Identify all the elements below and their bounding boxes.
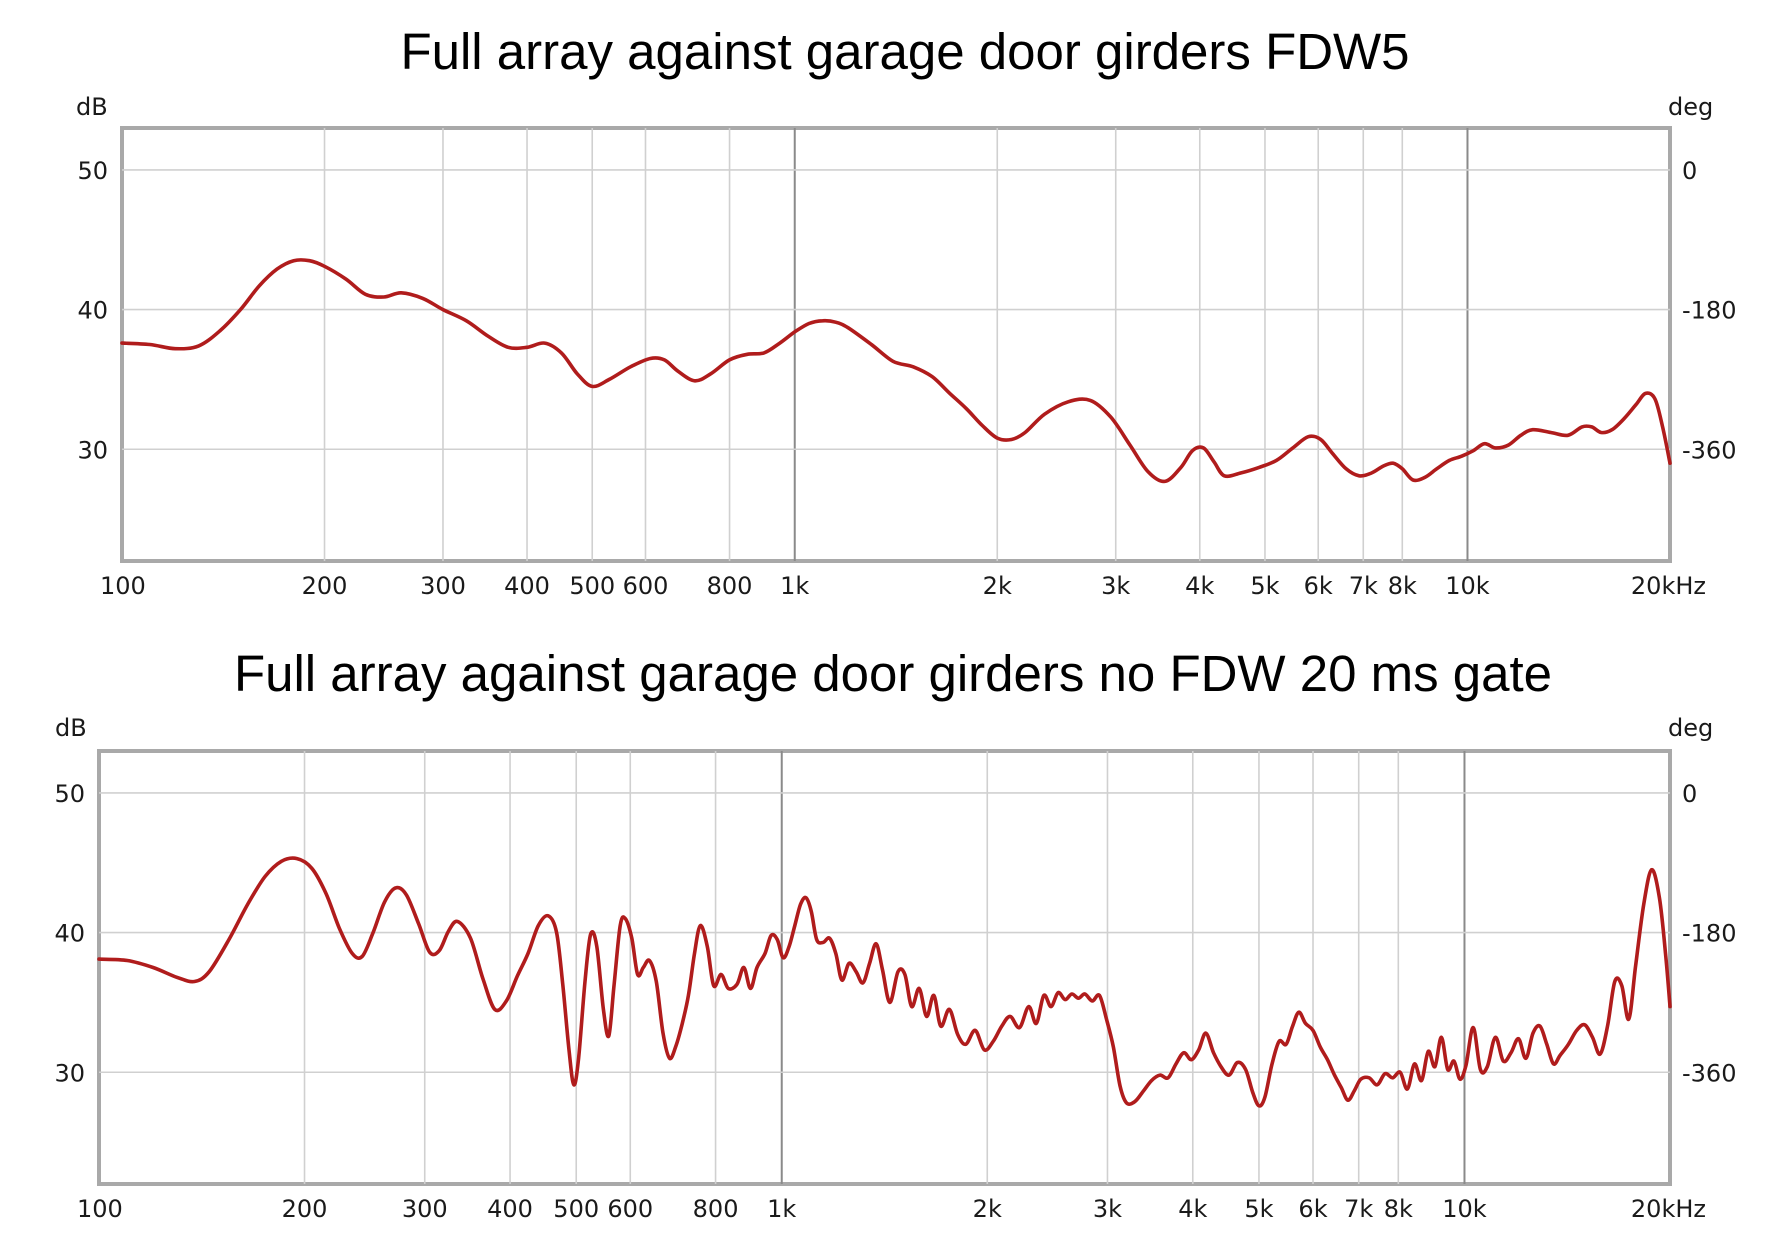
y-tick-label: 40 xyxy=(54,920,85,948)
x-tick-label: 600 xyxy=(607,1195,653,1223)
chart-title: Full array against garage door girders F… xyxy=(400,23,1409,80)
y-tick-label: 50 xyxy=(77,157,108,185)
series-line xyxy=(97,856,1672,1108)
x-tick-label: 300 xyxy=(420,572,466,600)
chart-no-fdw-20ms-gate: Full array against garage door girders n… xyxy=(54,645,1736,1223)
x-tick-label: 10k xyxy=(1445,572,1490,600)
x-tick-label: 100 xyxy=(77,1195,123,1223)
x-tick-label: 800 xyxy=(707,572,753,600)
right-tick-label: -360 xyxy=(1682,436,1736,464)
x-tick-label: 200 xyxy=(302,572,348,600)
x-tick-label: 2k xyxy=(983,572,1012,600)
right-tick-label: -180 xyxy=(1682,920,1736,948)
x-tick-label: 3k xyxy=(1093,1195,1122,1223)
left-axis-unit: dB xyxy=(76,93,108,121)
x-tick-label: 4k xyxy=(1178,1195,1207,1223)
x-tick-label: 7k xyxy=(1349,572,1378,600)
x-tick-label: 20kHz xyxy=(1631,1195,1706,1223)
x-tick-label: 400 xyxy=(487,1195,533,1223)
right-tick-label: -360 xyxy=(1682,1059,1736,1087)
x-tick-label: 10k xyxy=(1442,1195,1487,1223)
x-tick-label: 20kHz xyxy=(1631,572,1706,600)
x-tick-label: 200 xyxy=(282,1195,328,1223)
x-tick-label: 5k xyxy=(1244,1195,1273,1223)
x-tick-label: 300 xyxy=(402,1195,448,1223)
x-axis-ticks: 100 200 300 400 500 600 800 1k 2k 3k 4k 5k 6k 7k 8k 10k… xyxy=(100,572,1706,600)
x-tick-label: 2k xyxy=(973,1195,1002,1223)
x-tick-label: 800 xyxy=(693,1195,739,1223)
right-axis-ticks: -360 -180 0 xyxy=(1682,157,1736,464)
x-tick-label: 500 xyxy=(569,572,615,600)
x-tick-label: 500 xyxy=(553,1195,599,1223)
x-tick-label: 400 xyxy=(504,572,550,600)
right-tick-label: -180 xyxy=(1682,297,1736,325)
plot-area xyxy=(97,749,1672,1186)
y-tick-label: 40 xyxy=(77,297,108,325)
left-axis-unit: dB xyxy=(55,714,87,742)
right-axis-unit: deg xyxy=(1668,714,1713,742)
x-axis-ticks: 100 200 300 400 500 600 800 1k 2k 3k 4k 5k 6k 7k 8k 10k… xyxy=(77,1195,1706,1223)
chart-fdw5: Full array against garage door girders F… xyxy=(76,23,1736,600)
y-tick-label: 30 xyxy=(77,436,108,464)
grid-lines xyxy=(99,751,1670,1184)
x-tick-label: 600 xyxy=(623,572,669,600)
y-tick-label: 50 xyxy=(54,780,85,808)
x-tick-label: 4k xyxy=(1185,572,1214,600)
right-tick-label: 0 xyxy=(1682,157,1697,185)
y-axis-ticks: 30 40 50 xyxy=(54,780,85,1087)
series-group xyxy=(97,856,1672,1108)
plot-area xyxy=(120,126,1672,563)
series-line xyxy=(120,258,1672,484)
x-tick-label: 100 xyxy=(100,572,146,600)
series-group xyxy=(120,258,1672,484)
y-tick-label: 30 xyxy=(54,1059,85,1087)
x-tick-label: 8k xyxy=(1384,1195,1413,1223)
x-tick-label: 1k xyxy=(780,572,809,600)
x-tick-label: 8k xyxy=(1388,572,1417,600)
x-tick-label: 7k xyxy=(1344,1195,1373,1223)
x-tick-label: 5k xyxy=(1250,572,1279,600)
y-axis-ticks: 30 40 50 xyxy=(77,157,108,464)
right-tick-label: 0 xyxy=(1682,780,1697,808)
x-tick-label: 6k xyxy=(1298,1195,1327,1223)
right-axis-ticks: -360 -180 0 xyxy=(1682,780,1736,1087)
x-tick-label: 6k xyxy=(1304,572,1333,600)
x-tick-label: 3k xyxy=(1101,572,1130,600)
right-axis-unit: deg xyxy=(1668,93,1713,121)
chart-title: Full array against garage door girders n… xyxy=(234,645,1552,702)
x-tick-label: 1k xyxy=(767,1195,796,1223)
grid-lines xyxy=(122,128,1670,561)
